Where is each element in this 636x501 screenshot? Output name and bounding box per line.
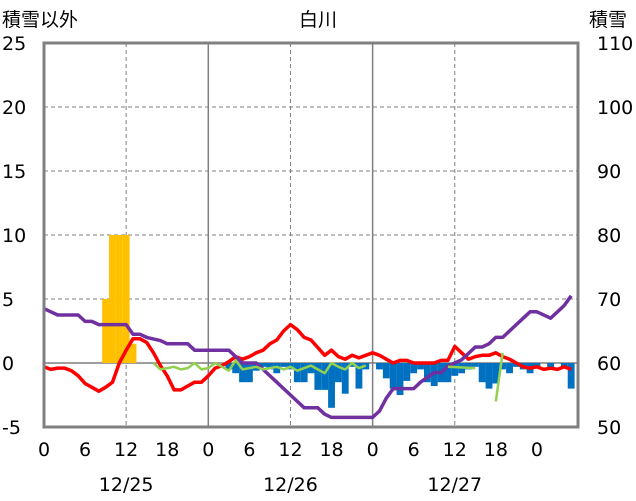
bar xyxy=(444,363,452,383)
bar xyxy=(300,363,308,383)
bar xyxy=(348,363,356,367)
right-tick-label: 60 xyxy=(597,353,621,375)
chart-title: 白川 xyxy=(299,9,337,31)
bar xyxy=(225,363,233,370)
bar xyxy=(266,363,274,370)
x-tick-label: 12 xyxy=(443,439,467,461)
series-line xyxy=(152,359,367,375)
bar xyxy=(109,235,116,363)
x-tick-label: 6 xyxy=(408,439,420,461)
bar xyxy=(567,363,575,389)
bar xyxy=(465,363,472,370)
bar xyxy=(376,363,383,370)
bar xyxy=(355,363,363,389)
bar xyxy=(547,363,555,370)
bar xyxy=(389,363,397,389)
right-tick-label: 50 xyxy=(597,417,621,439)
bar xyxy=(307,363,315,374)
bar xyxy=(328,363,335,408)
x-tick-label: 0 xyxy=(367,439,379,461)
left-tick-label: 20 xyxy=(2,97,26,119)
bar xyxy=(341,363,349,394)
x-tick-label: 6 xyxy=(243,439,255,461)
bar xyxy=(314,363,322,390)
x-tick-label: 18 xyxy=(319,439,343,461)
date-label: 12/26 xyxy=(263,474,318,496)
left-tick-label: -5 xyxy=(2,417,21,439)
bar xyxy=(423,363,431,383)
x-tick-label: 0 xyxy=(531,439,543,461)
bar xyxy=(471,363,479,367)
bar-series xyxy=(102,235,575,408)
x-tick-label: 12 xyxy=(278,439,302,461)
bar xyxy=(499,363,507,370)
line-series xyxy=(43,294,573,420)
right-tick-label: 100 xyxy=(597,97,633,119)
x-tick-label: 0 xyxy=(38,439,50,461)
right-tick-label: 80 xyxy=(597,225,621,247)
bar xyxy=(232,363,240,374)
right-tick-label: 70 xyxy=(597,289,621,311)
bar xyxy=(259,363,267,367)
bar xyxy=(396,363,404,395)
left-axis-title: 積雪以外 xyxy=(2,9,78,31)
left-tick-label: 10 xyxy=(2,225,26,247)
series-line xyxy=(447,365,476,370)
x-tick-label: 18 xyxy=(484,439,508,461)
bar xyxy=(403,363,411,381)
x-tick-label: 18 xyxy=(155,439,179,461)
bar xyxy=(485,363,493,389)
date-label: 12/27 xyxy=(427,474,482,496)
left-tick-label: 0 xyxy=(2,353,14,375)
bar xyxy=(280,363,288,367)
series-line xyxy=(43,322,572,393)
bar xyxy=(321,363,329,390)
bar xyxy=(122,235,130,363)
left-tick-label: 25 xyxy=(2,33,26,55)
bar xyxy=(293,363,301,383)
series-line xyxy=(43,294,573,420)
bar xyxy=(334,363,342,383)
bar xyxy=(245,363,253,383)
left-tick-label: 15 xyxy=(2,161,26,183)
bar xyxy=(506,363,513,374)
x-tick-label: 0 xyxy=(202,439,214,461)
plot-area-border xyxy=(42,41,580,429)
right-tick-label: 90 xyxy=(597,161,621,183)
bar xyxy=(115,235,123,363)
bar xyxy=(410,363,418,374)
left-tick-label: 5 xyxy=(2,289,14,311)
date-label: 12/25 xyxy=(99,474,154,496)
bar xyxy=(478,363,486,383)
right-axis-title: 積雪 xyxy=(589,9,627,31)
bar xyxy=(239,363,246,383)
x-tick-label: 6 xyxy=(79,439,91,461)
right-tick-label: 110 xyxy=(597,33,633,55)
bar xyxy=(492,363,500,384)
bar xyxy=(533,363,541,367)
bar xyxy=(560,363,568,367)
bar xyxy=(102,299,110,363)
bar xyxy=(382,363,390,379)
x-tick-label: 12 xyxy=(114,439,138,461)
bar xyxy=(129,343,137,363)
bar xyxy=(417,363,424,370)
bar xyxy=(451,363,459,376)
series-line xyxy=(494,352,504,402)
